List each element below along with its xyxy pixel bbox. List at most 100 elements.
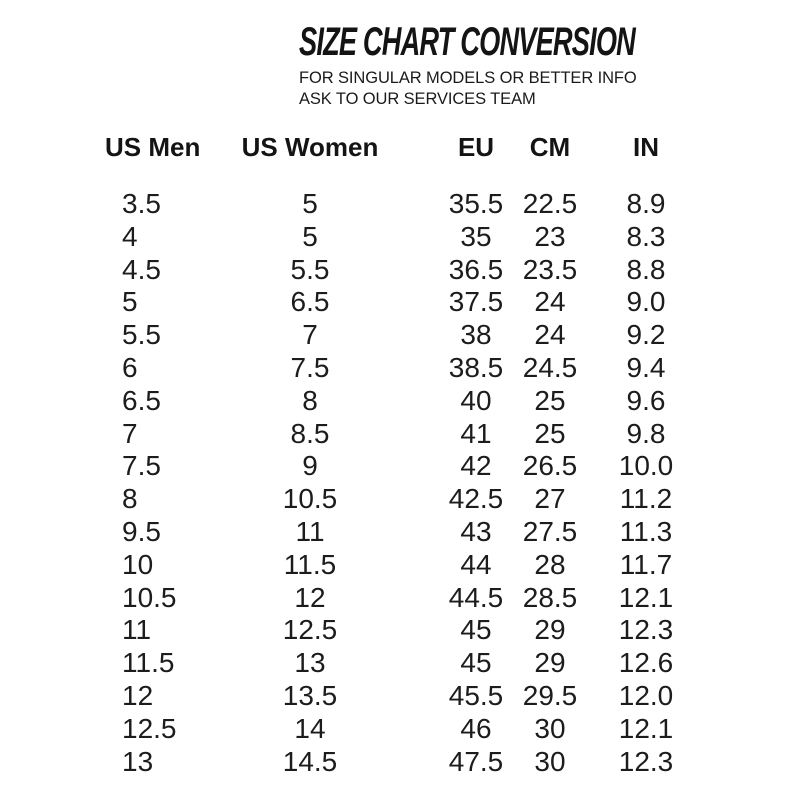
table-cell: 11: [122, 614, 152, 646]
table-cell: 6.5: [290, 286, 330, 318]
table-cell: 9.5: [122, 515, 161, 547]
table-cell: 9: [302, 450, 318, 482]
table-row: 12 13.5 45.5 29.5 12.0: [105, 680, 705, 713]
table-cell: 45: [460, 614, 492, 646]
table-cell: 7: [302, 319, 318, 351]
table-cell: 22.5: [522, 188, 578, 219]
table-cell: 35: [460, 220, 492, 252]
table-cell: 12.1: [618, 712, 674, 744]
table-cell: 10.5: [282, 483, 338, 515]
table-cell: 41: [460, 417, 492, 449]
table-cell: 5.5: [122, 319, 161, 351]
table-cell: 7.5: [290, 351, 330, 383]
table-cell: 5: [302, 220, 318, 252]
table-cell: 13: [294, 647, 326, 679]
table-cell: 30: [534, 745, 566, 777]
column-header-us-men: US Men: [105, 132, 201, 162]
table-cell: 28.5: [522, 581, 578, 613]
table-cell: 36.5: [448, 253, 504, 285]
table-cell: 14.5: [282, 745, 338, 777]
table-cell: 5: [122, 286, 138, 318]
table-cell: 8.8: [626, 253, 666, 285]
table-cell: 47.5: [448, 745, 504, 777]
table-cell: 40: [460, 384, 492, 416]
table-cell: 13.5: [282, 679, 338, 711]
table-row: 11 12.5 45 29 12.3: [105, 614, 705, 647]
table-cell: 25: [534, 417, 566, 449]
header-row: US Men US Women EU CM IN: [105, 133, 705, 188]
table-cell: 7: [122, 417, 138, 449]
table-row: 4.5 5.5 36.5 23.5 8.8: [105, 254, 705, 287]
table-cell: 13: [122, 745, 154, 777]
table-cell: 12: [294, 581, 326, 613]
table-cell: 45.5: [448, 679, 504, 711]
table-cell: 8.3: [626, 220, 666, 252]
subtitle-line-2: ASK TO OUR SERVICES TEAM: [299, 90, 536, 108]
table-cell: 24: [534, 286, 566, 318]
page-title: SIZE CHART CONVERSION: [299, 20, 636, 64]
subtitle-line-1: FOR SINGULAR MODELS OR BETTER INFO: [299, 69, 637, 87]
size-conversion-table: US Men US Women EU CM IN 3.5 5 35.5 22.5 8.9 4 5 35…: [105, 133, 705, 778]
table-cell: 24: [534, 319, 566, 351]
table-cell: 38.5: [448, 351, 504, 383]
table-cell: 5: [302, 188, 318, 219]
column-header-eu: EU: [457, 132, 495, 162]
table-cell: 9.4: [626, 351, 666, 383]
table-cell: 12.5: [282, 614, 338, 646]
table-cell: 12.1: [618, 581, 674, 613]
table-row: 5.5 7 38 24 9.2: [105, 319, 705, 352]
table-cell: 14: [294, 712, 326, 744]
table-cell: 26.5: [522, 450, 578, 482]
table-row: 7 8.5 41 25 9.8: [105, 418, 705, 451]
table-cell: 9.6: [626, 384, 666, 416]
table-cell: 42: [460, 450, 492, 482]
table-cell: 23: [534, 220, 566, 252]
table-cell: 28: [534, 548, 566, 580]
table-cell: 12.5: [122, 712, 177, 744]
table-cell: 29: [534, 614, 566, 646]
table-row: 4 5 35 23 8.3: [105, 221, 705, 254]
table-cell: 45: [460, 647, 492, 679]
table-cell: 8: [302, 384, 318, 416]
column-header-cm: CM: [529, 132, 571, 162]
size-table-body: 3.5 5 35.5 22.5 8.9 4 5 35 23 8.3 4.5 5.5 36.5 23.5 8.…: [105, 188, 705, 778]
table-row: 6.5 8 40 25 9.6: [105, 385, 705, 418]
table-row: 11.5 13 45 29 12.6: [105, 647, 705, 680]
table-row: 10.5 12 44.5 28.5 12.1: [105, 582, 705, 615]
table-cell: 4.5: [122, 253, 161, 285]
table-cell: 10.5: [122, 581, 177, 613]
table-cell: 42.5: [448, 483, 504, 515]
table-cell: 12.6: [618, 647, 674, 679]
table-cell: 11: [295, 515, 325, 547]
page-subtitle: FOR SINGULAR MODELS OR BETTER INFO ASK T…: [299, 68, 793, 110]
table-row: 9.5 11 43 27.5 11.3: [105, 516, 705, 549]
table-cell: 12.0: [618, 679, 674, 711]
table-cell: 37.5: [448, 286, 504, 318]
table-cell: 12.3: [618, 614, 674, 646]
table-cell: 3.5: [122, 188, 161, 219]
table-cell: 46: [460, 712, 492, 744]
table-cell: 10.0: [618, 450, 674, 482]
table-row: 13 14.5 47.5 30 12.3: [105, 746, 705, 779]
table-cell: 29.5: [522, 679, 578, 711]
table-cell: 9.0: [626, 286, 666, 318]
size-table-head: US Men US Women EU CM IN: [105, 133, 705, 188]
table-cell: 11.2: [619, 483, 673, 515]
table-row: 7.5 9 42 26.5 10.0: [105, 450, 705, 483]
table-cell: 11.7: [619, 548, 673, 580]
table-cell: 30: [534, 712, 566, 744]
table-cell: 23.5: [522, 253, 578, 285]
table-cell: 9.2: [626, 319, 666, 351]
table-cell: 9.8: [626, 417, 666, 449]
table-cell: 25: [534, 384, 566, 416]
table-cell: 35.5: [448, 188, 504, 219]
table-cell: 12.3: [618, 745, 674, 777]
table-cell: 11.5: [283, 548, 337, 580]
table-cell: 43: [460, 515, 492, 547]
table-cell: 44: [460, 548, 492, 580]
table-cell: 8.5: [290, 417, 330, 449]
table-cell: 10: [122, 548, 154, 580]
table-row: 5 6.5 37.5 24 9.0: [105, 286, 705, 319]
table-cell: 4: [122, 220, 138, 252]
